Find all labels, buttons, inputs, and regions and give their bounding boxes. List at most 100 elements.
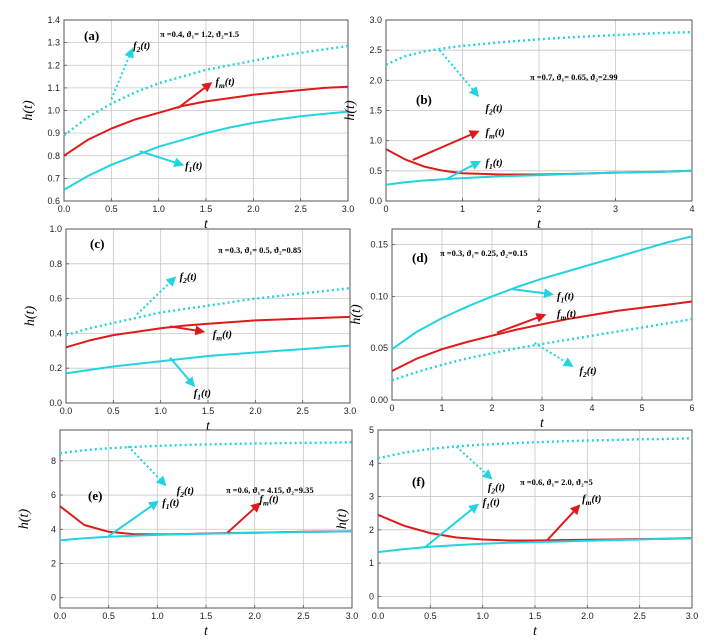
curve-label-suffix: (t) (495, 128, 505, 139)
y-axis-label: h(t) (335, 509, 350, 530)
curve-label-f2: f2(t) (177, 486, 194, 499)
y-tick-label: 2.5 (369, 45, 382, 55)
panel-f: 0.0 0.5 1.0 1.5 2.0 2.5 3.0012345th(t)f2(t)f1(… (335, 425, 698, 639)
x-axis-label: t (537, 217, 542, 232)
x-tick-label: 1.5 (200, 204, 213, 214)
y-axis-label: h(t) (17, 509, 32, 530)
annotation-arrow-f2 (127, 445, 167, 487)
series-line-f2t (385, 30, 693, 66)
curve-label-letter: f (485, 158, 490, 169)
y-tick-label: 0.00 (370, 395, 388, 405)
curve-label-letter: f (483, 498, 488, 509)
y-tick-label: 0.05 (370, 343, 388, 353)
annotation-arrow-f2 (110, 47, 134, 100)
y-tick-label: 0.15 (370, 240, 388, 250)
x-tick-label: 0 (383, 204, 388, 214)
curve-label-suffix: (t) (269, 494, 279, 505)
y-tick-label: 3.0 (369, 15, 382, 25)
series-line-fmt (63, 85, 349, 157)
curve-label-letter: f (485, 128, 490, 139)
x-tick-label: 1.0 (151, 611, 164, 621)
y-tick-label: 0.9 (47, 128, 60, 138)
annotation-arrow-fm (169, 325, 206, 336)
series-line-f2t (59, 441, 353, 455)
panel-label: (d) (412, 250, 428, 265)
annotation-arrow-f1 (446, 160, 482, 180)
x-tick-label: 1 (439, 403, 444, 413)
y-tick-label: 0 (51, 593, 56, 603)
y-tick-label: 0.8 (49, 259, 62, 269)
x-tick-label: 2.5 (296, 406, 309, 416)
annotation-arrow-f2 (533, 342, 574, 367)
curve-label-suffix: (t) (184, 486, 194, 497)
curve-label-subscript: 2 (490, 487, 495, 496)
x-tick-label: 2.0 (247, 204, 260, 214)
x-tick-label: 1.5 (200, 611, 213, 621)
series-line-f1t (59, 530, 353, 542)
x-tick-label: 4 (689, 204, 694, 214)
y-tick-label: 1.3 (47, 38, 60, 48)
x-tick-label: 2.5 (297, 611, 310, 621)
annotation-arrow-f1 (169, 357, 196, 388)
curve-label-subscript: 2 (582, 370, 587, 379)
x-tick-label: 0.0 (58, 204, 71, 214)
y-tick-label: 1.5 (369, 106, 382, 116)
annotation-arrow-fm (226, 502, 262, 534)
curve-label-suffix: (t) (187, 272, 197, 283)
curve-label-letter: f (580, 366, 585, 377)
curve-label-suffix: (t) (566, 309, 576, 320)
panel-e: 0.0 0.5 1.0 1.5 2.0 2.5 3.002468th(t)f2(t)f1(t… (17, 429, 358, 639)
curve-label-f1: f1(t) (194, 389, 211, 402)
y-tick-label: 0.0 (369, 196, 382, 206)
y-axis-label: h(t) (343, 100, 358, 121)
curve-label-suffix: (t) (169, 498, 179, 509)
annotation-arrow-f2 (438, 49, 480, 97)
x-tick-label: 0.5 (424, 611, 437, 621)
x-tick-label: 3.0 (344, 406, 357, 416)
panel-parameters: π =0.3, ϑ₁= 0.5, ϑ₂=0.85 (218, 245, 301, 255)
x-tick-label: 1.5 (529, 611, 542, 621)
curve-label-letter: f (488, 483, 493, 494)
y-axis-label: h(t) (23, 306, 38, 327)
annotation-arrow-f1 (139, 150, 185, 168)
panel-c: 0.0 0.5 1.0 1.5 2.0 2.5 3.0 0.0 0.2 0.4 0.6 0.8 1.0 t… (23, 224, 356, 434)
x-tick-label: 2.0 (248, 611, 261, 621)
x-tick-label: 0.0 (60, 406, 73, 416)
curve-label-letter: f (180, 272, 185, 283)
y-tick-label: 2.0 (369, 75, 382, 85)
y-tick-label: 2 (369, 525, 374, 535)
x-tick-label: 2.5 (294, 204, 307, 214)
curve-label-letter: f (194, 389, 199, 400)
x-tick-label: 2.5 (633, 611, 646, 621)
series-line-f1t (63, 110, 349, 191)
series-line-f2t (65, 287, 351, 337)
curve-label-letter: f (215, 77, 220, 88)
y-tick-label: 2 (51, 559, 56, 569)
x-axis-label: t (204, 624, 209, 639)
panel-a: 0.0 0.5 1.0 1.5 2.0 2.5 3.0 0.6 0.7 0.8 0.9 1.0 1.1 1… (21, 15, 354, 232)
annotation-arrow-f1 (511, 288, 554, 299)
y-tick-label: 1.1 (47, 83, 60, 93)
x-tick-label: 1.0 (154, 406, 167, 416)
curve-label-subscript: m (489, 132, 495, 141)
x-tick-label: 0.5 (102, 611, 115, 621)
panel-label: (e) (88, 488, 102, 503)
curve-label-f1: f1(t) (185, 161, 202, 174)
y-tick-label: 1.0 (47, 106, 60, 116)
series-line-f1t (377, 537, 693, 554)
curve-label-letter: f (485, 103, 490, 114)
curve-label-f1: f1(t) (483, 498, 500, 511)
x-tick-label: 2 (489, 403, 494, 413)
panel-b: 0 1 2 3 40.00.51.01.52.02.53.0th(t) f2(t)fm(t… (343, 15, 695, 232)
curve-label-subscript: 1 (486, 502, 490, 511)
curve-label-fm: fm(t) (557, 309, 576, 322)
annotation-arrow-fm (176, 82, 213, 110)
annotation-arrow-f1 (108, 500, 159, 537)
x-tick-label: 6 (689, 403, 694, 413)
y-tick-label: 1.0 (49, 224, 62, 234)
curve-label-f1: f1(t) (162, 498, 179, 511)
y-tick-label: 0.6 (47, 196, 60, 206)
series-line-f2t (391, 318, 693, 382)
panel-d: 0 1 2 3 4 5 60.000.050.100.15th(t)f1(t)fm(t)f2… (349, 228, 695, 431)
curve-label-suffix: (t) (493, 158, 503, 169)
